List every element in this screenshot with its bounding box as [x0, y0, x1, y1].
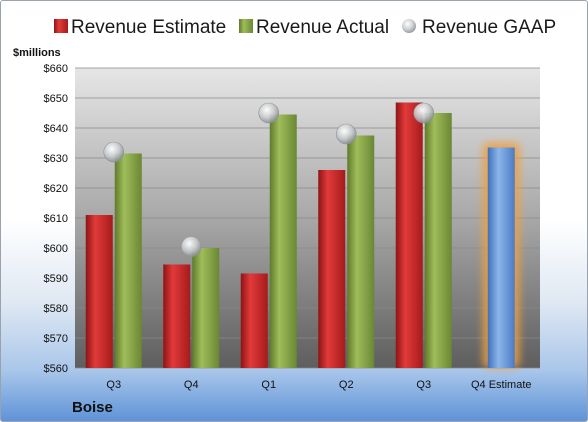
- company-name: Boise: [72, 399, 113, 416]
- bar-revenue-actual[interactable]: [269, 114, 297, 369]
- bar-revenue-actual-estimate[interactable]: [487, 147, 515, 369]
- legend-swatch-actual: [239, 19, 253, 33]
- marker-revenue-gaap[interactable]: [413, 102, 435, 124]
- marker-revenue-gaap[interactable]: [258, 102, 280, 124]
- legend-swatch-estimate: [54, 19, 68, 33]
- x-tick-label: Q1: [261, 379, 276, 391]
- x-axis-labels: Q3 Q4 Q1 Q2 Q3 Q4 Estimate: [106, 379, 531, 391]
- bar-revenue-estimate[interactable]: [395, 102, 423, 369]
- bar-revenue-actual[interactable]: [347, 135, 375, 369]
- legend-label-estimate: Revenue Estimate: [71, 17, 226, 38]
- legend-item-actual[interactable]: Revenue Actual: [239, 17, 389, 38]
- legend: Revenue Estimate Revenue Actual Revenue …: [54, 17, 556, 38]
- y-tick-label: $640: [44, 123, 68, 135]
- x-tick-label: Q3: [106, 379, 121, 391]
- marker-revenue-gaap[interactable]: [335, 123, 357, 145]
- bar-revenue-estimate[interactable]: [85, 215, 113, 368]
- x-tick-label: Q4 Estimate: [471, 379, 532, 391]
- legend-label-actual: Revenue Actual: [256, 17, 389, 38]
- legend-item-gaap[interactable]: Revenue GAAP: [402, 17, 556, 38]
- y-tick-label: $660: [44, 63, 68, 75]
- marker-revenue-gaap[interactable]: [103, 141, 125, 163]
- y-axis-unit-label: $millions: [13, 47, 61, 59]
- y-tick-label: $600: [44, 243, 68, 255]
- x-tick-label: Q4: [184, 379, 199, 391]
- bar-revenue-actual[interactable]: [424, 113, 452, 368]
- y-tick-label: $570: [44, 333, 68, 345]
- bar-revenue-estimate[interactable]: [163, 264, 191, 369]
- x-tick-label: Q3: [416, 379, 431, 391]
- legend-label-gaap: Revenue GAAP: [422, 17, 556, 38]
- y-axis-ticks: $560 $570 $580 $590 $600 $610 $620 $630 $640 $650…: [44, 63, 68, 375]
- gridlines: [75, 67, 540, 369]
- bar-revenue-estimate[interactable]: [240, 273, 268, 369]
- y-tick-label: $650: [44, 93, 68, 105]
- y-tick-label: $630: [44, 153, 68, 165]
- legend-item-estimate[interactable]: Revenue Estimate: [54, 17, 226, 38]
- y-tick-label: $560: [44, 363, 68, 375]
- bar-revenue-estimate[interactable]: [318, 170, 346, 368]
- y-tick-label: $610: [44, 213, 68, 225]
- y-tick-label: $590: [44, 273, 68, 285]
- marker-revenue-gaap[interactable]: [180, 236, 202, 257]
- y-tick-label: $580: [44, 303, 68, 315]
- bar-revenue-actual[interactable]: [114, 153, 142, 369]
- legend-swatch-gaap: [402, 19, 416, 33]
- y-tick-label: $620: [44, 183, 68, 195]
- chart-marks: [85, 102, 520, 369]
- x-tick-label: Q2: [339, 379, 354, 391]
- bar-revenue-actual[interactable]: [192, 248, 220, 368]
